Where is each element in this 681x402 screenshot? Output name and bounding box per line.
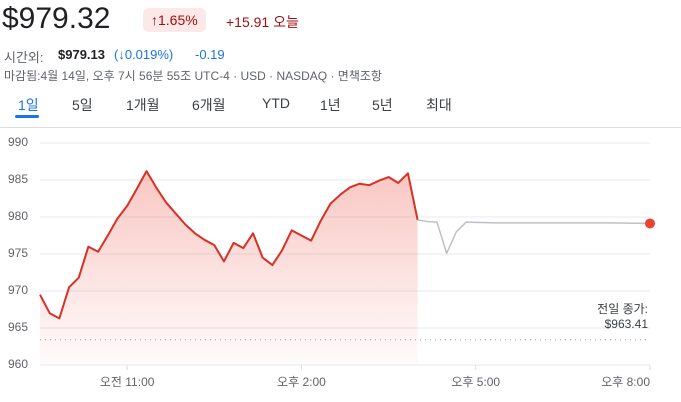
x-tick-label: 오후 2:00 xyxy=(277,375,326,389)
after-hours-label: 시간외: xyxy=(4,50,44,65)
y-tick-label: 965 xyxy=(8,320,28,334)
reference-label: 전일 종가: xyxy=(597,302,648,316)
y-tick-label: 975 xyxy=(8,246,28,260)
price: $979.32 xyxy=(2,2,111,35)
x-tick-label: 오후 8:00 xyxy=(601,375,650,389)
y-tick-label: 990 xyxy=(8,135,28,149)
x-tick-label: 오후 5:00 xyxy=(451,375,500,389)
range-tab[interactable]: 1개월 xyxy=(126,97,160,113)
range-tab[interactable]: 최대 xyxy=(426,97,452,113)
after-hours-change: -0.19 xyxy=(195,47,225,62)
line xyxy=(39,170,419,320)
range-tab[interactable]: 5일 xyxy=(72,97,93,113)
range-tab[interactable]: 1일 xyxy=(18,97,39,113)
meta: 마감됨:4월 14일, 오후 7시 56분 55조 UTC-4 · USD · … xyxy=(4,69,382,83)
tab-underline xyxy=(15,115,39,118)
y-tick-label: 985 xyxy=(8,172,28,186)
range-tab[interactable]: YTD xyxy=(262,95,290,111)
range-tab[interactable]: 6개월 xyxy=(192,97,226,113)
last-point xyxy=(645,218,655,229)
area xyxy=(40,171,418,365)
reference-value: $963.41 xyxy=(605,317,649,331)
range-tab[interactable]: 1년 xyxy=(320,97,341,113)
change-pct: ↑1.65% xyxy=(143,8,206,32)
y-tick-label: 960 xyxy=(8,357,28,371)
after-hours-pct: (↓0.019%) xyxy=(114,47,174,62)
y-tick-label: 970 xyxy=(8,283,28,297)
after-hours-price: $979.13 xyxy=(58,47,105,62)
divider xyxy=(0,127,681,128)
change: +15.91 오늘 xyxy=(226,14,299,30)
line xyxy=(417,219,651,255)
x-tick-label: 오전 11:00 xyxy=(100,375,155,389)
range-tab[interactable]: 5년 xyxy=(372,97,393,113)
tabs: 1일 5일 1개월 6개월 YTD 1년 5년 최대 xyxy=(0,95,681,119)
y-tick-label: 980 xyxy=(8,209,28,223)
